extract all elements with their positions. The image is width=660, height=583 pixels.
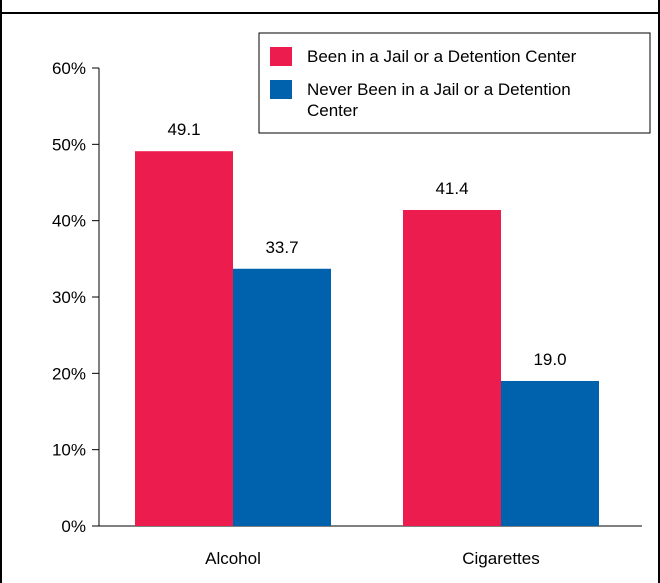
legend-label-series-1: Been in a Jail or a Detention Center bbox=[307, 47, 577, 66]
bar-cigarettes-series-2 bbox=[501, 380, 599, 526]
data-label: 41.4 bbox=[435, 179, 468, 198]
y-tick-label: 40% bbox=[52, 212, 86, 231]
y-tick-label: 0% bbox=[61, 517, 86, 536]
legend-label-series-2: Never Been in a Jail or a Detention Cente… bbox=[307, 80, 571, 120]
y-tick-label: 50% bbox=[52, 135, 86, 154]
y-tick-label: 10% bbox=[52, 441, 86, 460]
legend-swatch-series-2 bbox=[270, 80, 292, 99]
top-border bbox=[2, 0, 658, 14]
y-tick-label: 60% bbox=[52, 59, 86, 78]
bar-alcohol-series-1 bbox=[135, 151, 233, 526]
x-category-label: Alcohol bbox=[205, 549, 261, 568]
data-label: 49.1 bbox=[167, 120, 200, 139]
y-tick-label: 30% bbox=[52, 288, 86, 307]
bar-cigarettes-series-1 bbox=[403, 209, 501, 527]
bars: 49.1 33.7 Alcohol 41.4 19.0 Cigarettes bbox=[135, 120, 599, 568]
legend: Been in a Jail or a Detention Center Neve… bbox=[258, 32, 651, 134]
data-label: 19.0 bbox=[533, 350, 566, 369]
legend-box bbox=[258, 32, 651, 134]
x-category-label: Cigarettes bbox=[462, 549, 539, 568]
y-tick-label: 20% bbox=[52, 364, 86, 383]
legend-swatch-series-1 bbox=[270, 47, 292, 66]
data-label: 33.7 bbox=[265, 238, 298, 257]
bar-alcohol-series-2 bbox=[233, 268, 331, 526]
